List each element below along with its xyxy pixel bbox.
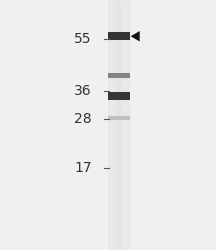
Text: 36: 36	[74, 84, 92, 98]
Text: 17: 17	[74, 160, 92, 174]
Bar	[108, 72, 130, 78]
Text: 55: 55	[74, 32, 92, 46]
Polygon shape	[131, 31, 140, 42]
Bar	[108, 0, 130, 250]
Bar	[108, 116, 130, 119]
Bar	[108, 32, 130, 40]
Text: 28: 28	[74, 112, 92, 126]
Bar	[108, 92, 130, 100]
